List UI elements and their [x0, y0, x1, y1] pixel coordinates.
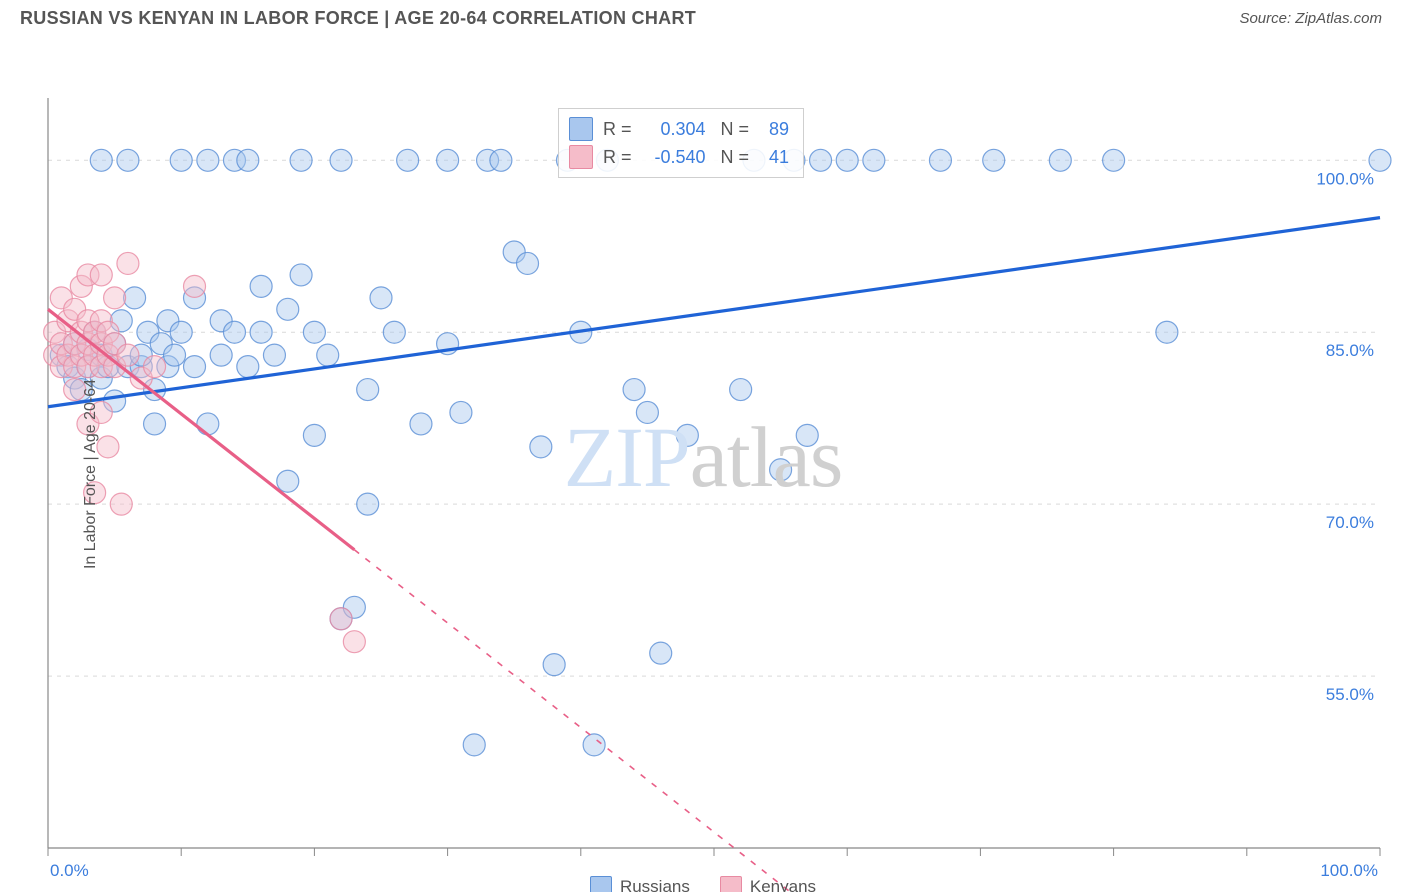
svg-text:85.0%: 85.0%: [1326, 341, 1374, 360]
legend-swatch-kenyans: [720, 876, 742, 892]
legend-label-russians: Russians: [620, 877, 690, 892]
svg-text:100.0%: 100.0%: [1316, 169, 1374, 188]
stats-r-kenyans: -0.540: [642, 143, 706, 171]
stats-swatch-russians: [569, 117, 593, 141]
chart-title: RUSSIAN VS KENYAN IN LABOR FORCE | AGE 2…: [20, 8, 1386, 29]
correlation-stats-box: R = 0.304 N = 89 R = -0.540 N = 41: [558, 108, 804, 178]
stats-row-kenyans: R = -0.540 N = 41: [569, 143, 789, 171]
legend: Russians Kenyans: [0, 876, 1406, 892]
chart-area: In Labor Force | Age 20-64 55.0% 70.0% 85.…: [0, 48, 1406, 892]
legend-item-russians: Russians: [590, 876, 690, 892]
source-attribution: Source: ZipAtlas.com: [1239, 10, 1382, 27]
stats-n-kenyans: 41: [759, 143, 789, 171]
legend-item-kenyans: Kenyans: [720, 876, 816, 892]
y-axis-label: In Labor Force | Age 20-64: [82, 379, 100, 569]
stats-n-russians: 89: [759, 115, 789, 143]
legend-label-kenyans: Kenyans: [750, 877, 816, 892]
stats-row-russians: R = 0.304 N = 89: [569, 115, 789, 143]
svg-text:70.0%: 70.0%: [1326, 513, 1374, 532]
legend-swatch-russians: [590, 876, 612, 892]
chart-header: RUSSIAN VS KENYAN IN LABOR FORCE | AGE 2…: [0, 0, 1406, 48]
stats-swatch-kenyans: [569, 145, 593, 169]
stats-r-russians: 0.304: [642, 115, 706, 143]
svg-text:55.0%: 55.0%: [1326, 685, 1374, 704]
